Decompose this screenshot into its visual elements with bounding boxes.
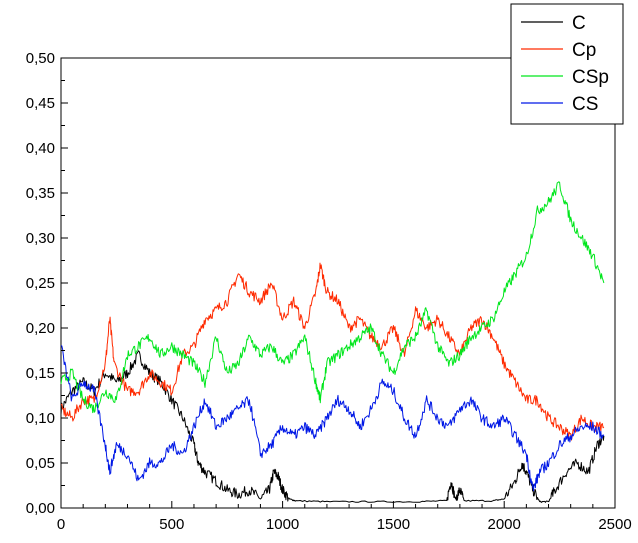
y-tick-label: 0,05 xyxy=(26,455,55,472)
legend-label-c: C xyxy=(572,13,586,34)
x-tick-label: 500 xyxy=(159,516,184,533)
series-line-cp xyxy=(60,262,605,441)
y-tick-label: 0,25 xyxy=(26,275,55,292)
x-tick-label: 2500 xyxy=(598,516,631,533)
y-tick-label: 0,15 xyxy=(26,365,55,382)
legend-box xyxy=(510,3,624,125)
series-line-csp xyxy=(60,181,605,414)
y-axis: 0,00 0,05 0,10 0,15 0,20 0,25 0,30 0,35 0,40 0,45… xyxy=(26,50,68,517)
plot-area xyxy=(60,57,616,509)
y-tick-label: 0,35 xyxy=(26,185,55,202)
y-tick-label: 0,10 xyxy=(26,410,55,427)
y-tick-label: 0,40 xyxy=(26,140,55,157)
legend: C Cp CSp CS xyxy=(510,3,624,125)
y-tick-label: 0,50 xyxy=(26,50,55,67)
x-tick-label: 2000 xyxy=(488,516,521,533)
legend-label-cp: Cp xyxy=(572,40,596,61)
legend-label-cs: CS xyxy=(572,94,598,115)
legend-label-csp: CSp xyxy=(572,67,609,88)
y-tick-label: 0,45 xyxy=(26,95,55,112)
x-tick-label: 0 xyxy=(57,516,65,533)
x-tick-label: 1500 xyxy=(377,516,410,533)
x-tick-label: 1000 xyxy=(266,516,299,533)
series-layer xyxy=(60,181,605,503)
x-axis: 0 500 1000 1500 2000 2500 xyxy=(57,501,632,533)
series-line-c xyxy=(60,350,605,503)
y-tick-label: 0,00 xyxy=(26,500,55,517)
y-tick-label: 0,20 xyxy=(26,320,55,337)
series-line-cs xyxy=(60,345,605,492)
y-tick-label: 0,30 xyxy=(26,230,55,247)
